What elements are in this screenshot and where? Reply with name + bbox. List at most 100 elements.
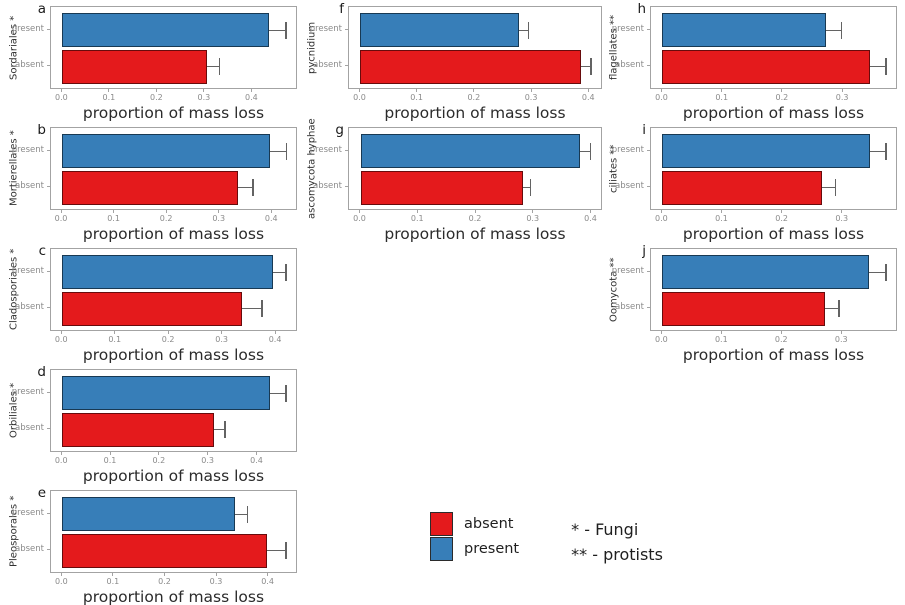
error-cap-present — [885, 142, 887, 160]
error-cap-present — [885, 263, 887, 281]
y-tick-label-absent: absent — [313, 60, 342, 71]
x-tick-label: 0.1 — [107, 214, 120, 223]
x-axis-title: proportion of mass loss — [82, 588, 265, 605]
legend-swatch-present — [430, 537, 453, 561]
panel-letter: i — [642, 122, 646, 138]
x-tick-label: 0.2 — [152, 456, 166, 465]
x-tick-label: 0.2 — [467, 93, 481, 102]
x-tick-label: 0.2 — [468, 214, 482, 223]
y-axis-title: Sordariales * — [8, 15, 20, 80]
panel-letter: e — [37, 485, 46, 501]
x-tick — [221, 331, 223, 334]
x-tick — [215, 573, 217, 576]
panel-letter: f — [339, 1, 344, 17]
bar-absent — [360, 170, 524, 205]
x-axis-title: proportion of mass loss — [384, 104, 566, 122]
error-cap-absent — [218, 58, 221, 76]
y-axis-title: flagellates ** — [608, 14, 620, 81]
x-tick — [167, 331, 169, 334]
x-tick — [474, 210, 476, 213]
x-tick — [720, 331, 722, 334]
x-tick-label: 0.3 — [215, 335, 228, 344]
x-tick-label: 0.0 — [655, 335, 668, 344]
bar-absent — [62, 533, 268, 568]
x-tick — [158, 452, 160, 455]
x-tick — [165, 210, 167, 213]
x-tick — [114, 331, 116, 334]
x-tick-label: 0.0 — [353, 214, 366, 223]
plot-area — [50, 490, 297, 573]
y-axis-title: Mortierellales * — [8, 130, 20, 207]
x-axis-title: proportion of mass loss — [82, 467, 265, 485]
bar-present — [662, 13, 827, 48]
x-tick-label: 0.1 — [715, 93, 729, 102]
y-axis-title: ciliates ** — [608, 144, 620, 193]
x-tick-label: 0.3 — [526, 214, 540, 223]
y-axis-title: ascomycota hyphae — [306, 118, 318, 219]
x-tick-label: 0.1 — [106, 577, 120, 586]
x-tick — [358, 89, 360, 92]
bar-present — [662, 134, 870, 169]
y-tick-label-absent: absent — [15, 302, 44, 313]
error-bar-present — [869, 271, 887, 273]
x-tick — [780, 331, 782, 334]
x-tick-label: 0.2 — [159, 214, 173, 223]
y-tick-label-present: present — [11, 507, 44, 518]
bar-present — [662, 255, 870, 290]
y-tick-absent — [345, 186, 348, 188]
error-bar-present — [869, 150, 887, 152]
legend-swatch-absent — [430, 512, 453, 536]
bar-absent — [662, 170, 822, 205]
bar-present — [360, 13, 519, 48]
x-tick-label: 0.2 — [158, 577, 171, 586]
x-tick — [473, 89, 475, 92]
x-tick — [267, 573, 269, 576]
bar-absent — [662, 291, 825, 326]
y-tick-label-present: present — [11, 144, 44, 155]
error-bar-present — [269, 150, 287, 152]
x-axis-title: proportion of mass loss — [384, 225, 566, 243]
bar-present — [62, 255, 274, 290]
x-tick — [530, 89, 532, 92]
x-axis-title: proportion of mass loss — [682, 104, 865, 122]
x-tick-label: 0.3 — [209, 577, 223, 586]
y-axis-title: Cladosporiales * — [8, 248, 20, 331]
error-cap-absent — [224, 421, 226, 439]
x-tick — [840, 331, 842, 334]
x-tick-label: 0.4 — [581, 93, 595, 102]
y-tick-absent — [47, 428, 50, 430]
error-bar-present — [579, 150, 592, 152]
error-cap-present — [246, 505, 248, 523]
x-tick — [781, 210, 783, 213]
error-cap-absent — [252, 179, 254, 197]
panel-letter: b — [37, 122, 46, 138]
error-cap-absent — [885, 58, 887, 76]
x-tick-label: 0.3 — [201, 456, 215, 465]
bar-present — [62, 134, 270, 169]
x-tick — [60, 89, 62, 92]
bar-absent — [62, 49, 208, 84]
bar-present — [62, 13, 270, 48]
error-bar-absent — [242, 308, 263, 310]
bar-present — [62, 497, 236, 532]
y-tick-absent — [647, 186, 650, 188]
y-tick-absent — [47, 549, 50, 551]
x-tick — [721, 210, 723, 213]
y-tick-absent — [47, 186, 50, 188]
x-tick-label: 0.4 — [245, 93, 258, 102]
y-tick-present — [47, 391, 50, 393]
x-tick-label: 0.1 — [108, 335, 122, 344]
x-axis-title: proportion of mass loss — [82, 104, 265, 122]
error-bar-absent — [207, 66, 221, 68]
error-bar-absent — [870, 66, 887, 68]
legend-item-absent: absent — [430, 512, 519, 536]
y-tick-label-absent: absent — [615, 181, 644, 192]
plot-area — [650, 6, 897, 89]
error-cap-absent — [838, 300, 840, 318]
plot-area — [348, 6, 602, 89]
x-tick-label: 0.2 — [775, 214, 788, 223]
error-bar-present — [518, 29, 530, 31]
legend-label-absent: absent — [464, 516, 514, 532]
x-tick-label: 0.3 — [197, 93, 211, 102]
legend-notes: * - Fungi ** - protists — [571, 512, 663, 567]
